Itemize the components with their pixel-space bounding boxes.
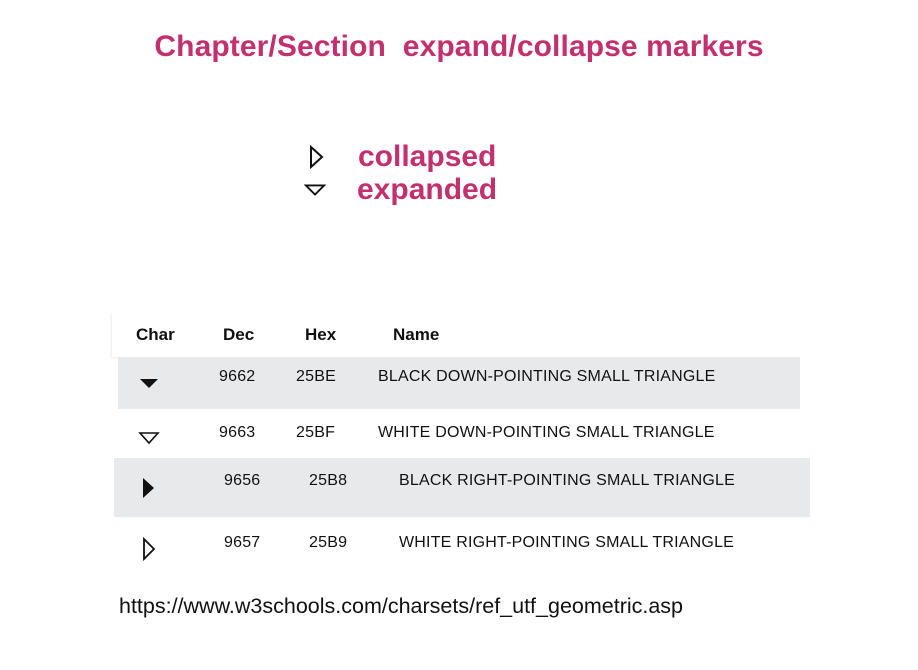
column-header-dec: Dec — [223, 325, 255, 344]
cell-dec: 9663 — [219, 424, 256, 441]
table-row: 9656 25B8 BLACK RIGHT-POINTING SMALL TRI… — [114, 458, 810, 517]
source-url: https://www.w3schools.com/charsets/ref_u… — [119, 594, 684, 618]
cell-hex: 25B9 — [309, 534, 348, 551]
white-down-pointing-small-triangle-icon — [138, 431, 160, 450]
table-row: 9662 25BE BLACK DOWN-POINTING SMALL TRIA… — [118, 357, 800, 409]
page-title: Chapter/Section expand/collapse markers — [154, 30, 764, 63]
cell-name: BLACK DOWN-POINTING SMALL TRIANGLE — [378, 368, 716, 385]
table-row: 9657 25B9 WHITE RIGHT-POINTING SMALL TRI… — [114, 517, 810, 575]
legend-collapsed: collapsed — [306, 140, 496, 174]
table-row: 9663 25BF WHITE DOWN-POINTING SMALL TRIA… — [118, 412, 800, 458]
cell-hex: 25B8 — [309, 472, 348, 489]
cell-dec: 9662 — [219, 368, 256, 385]
cell-name: BLACK RIGHT-POINTING SMALL TRIANGLE — [399, 472, 735, 489]
cell-name: WHITE RIGHT-POINTING SMALL TRIANGLE — [399, 534, 735, 551]
cell-dec: 9656 — [224, 472, 261, 489]
black-down-pointing-small-triangle-icon — [139, 377, 159, 395]
white-down-pointing-triangle-icon — [304, 175, 326, 205]
cell-hex: 25BE — [296, 368, 336, 385]
table-header: Char Dec Hex Name — [112, 313, 778, 357]
column-header-hex: Hex — [305, 325, 337, 344]
white-right-pointing-triangle-icon — [306, 142, 328, 172]
legend-label-collapsed: collapsed — [358, 140, 497, 173]
legend-expanded: expanded — [304, 173, 497, 207]
column-header-name: Name — [393, 325, 440, 344]
cell-dec: 9657 — [224, 534, 261, 551]
column-header-char: Char — [136, 325, 175, 344]
legend-label-expanded: expanded — [357, 173, 498, 206]
cell-hex: 25BF — [296, 424, 336, 441]
black-right-pointing-small-triangle-icon — [142, 476, 156, 505]
cell-name: WHITE DOWN-POINTING SMALL TRIANGLE — [378, 424, 715, 441]
white-right-pointing-small-triangle-icon — [142, 536, 156, 566]
